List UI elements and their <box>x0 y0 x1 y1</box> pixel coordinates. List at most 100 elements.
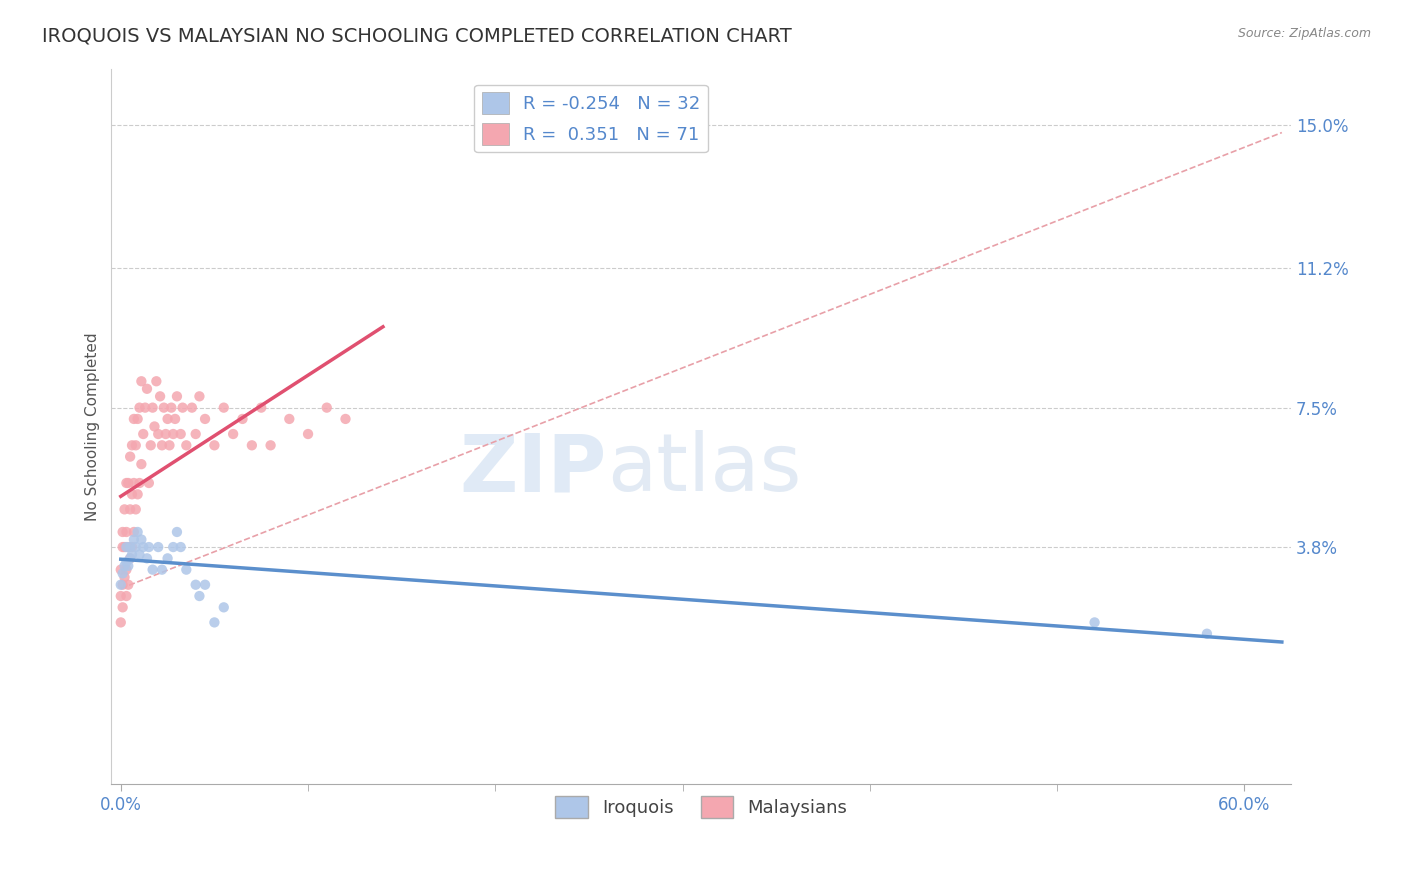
Point <box>148 540 170 554</box>
Point <box>110 578 132 592</box>
Point <box>122 533 145 547</box>
Point <box>159 438 181 452</box>
Point <box>212 600 235 615</box>
Point <box>166 389 188 403</box>
Point <box>110 563 132 577</box>
Point <box>111 524 134 539</box>
Point <box>115 475 138 490</box>
Point <box>131 457 153 471</box>
Point <box>115 540 138 554</box>
Point <box>127 487 149 501</box>
Point <box>170 427 193 442</box>
Point <box>138 475 160 490</box>
Point <box>115 524 138 539</box>
Point <box>110 589 132 603</box>
Point <box>134 401 156 415</box>
Point <box>231 412 253 426</box>
Point <box>120 551 142 566</box>
Point <box>114 558 136 573</box>
Point <box>145 374 167 388</box>
Point <box>125 502 148 516</box>
Text: IROQUOIS VS MALAYSIAN NO SCHOOLING COMPLETED CORRELATION CHART: IROQUOIS VS MALAYSIAN NO SCHOOLING COMPL… <box>42 27 792 45</box>
Point <box>121 540 143 554</box>
Point <box>143 419 166 434</box>
Point <box>156 551 179 566</box>
Point <box>212 401 235 415</box>
Legend: Iroquois, Malaysians: Iroquois, Malaysians <box>548 789 855 825</box>
Point <box>176 563 198 577</box>
Point <box>122 412 145 426</box>
Point <box>139 438 162 452</box>
Point <box>122 524 145 539</box>
Point <box>121 438 143 452</box>
Point <box>114 540 136 554</box>
Point <box>127 412 149 426</box>
Point <box>160 401 183 415</box>
Point <box>335 412 357 426</box>
Text: ZIP: ZIP <box>460 431 607 508</box>
Point <box>181 401 204 415</box>
Point <box>132 427 155 442</box>
Point <box>136 551 159 566</box>
Point <box>120 540 142 554</box>
Point <box>132 540 155 554</box>
Y-axis label: No Schooling Completed: No Schooling Completed <box>86 332 100 521</box>
Point <box>111 566 134 581</box>
Point <box>114 502 136 516</box>
Point <box>1084 615 1107 630</box>
Point <box>121 487 143 501</box>
Point <box>156 412 179 426</box>
Point <box>127 524 149 539</box>
Point <box>150 438 173 452</box>
Point <box>117 540 139 554</box>
Point <box>153 401 176 415</box>
Point <box>117 558 139 573</box>
Point <box>114 570 136 584</box>
Point <box>122 475 145 490</box>
Point <box>250 401 273 415</box>
Point <box>176 438 198 452</box>
Point <box>150 563 173 577</box>
Point <box>111 600 134 615</box>
Point <box>128 475 150 490</box>
Text: Source: ZipAtlas.com: Source: ZipAtlas.com <box>1237 27 1371 40</box>
Point <box>117 578 139 592</box>
Point <box>142 401 165 415</box>
Point <box>138 540 160 554</box>
Point <box>202 438 225 452</box>
Point <box>131 533 153 547</box>
Point <box>162 427 184 442</box>
Point <box>115 555 138 569</box>
Point <box>120 450 142 464</box>
Point <box>278 412 301 426</box>
Point <box>111 578 134 592</box>
Point <box>172 401 194 415</box>
Point <box>240 438 263 452</box>
Point <box>259 438 281 452</box>
Point <box>125 438 148 452</box>
Point <box>148 427 170 442</box>
Point <box>111 540 134 554</box>
Point <box>125 540 148 554</box>
Point <box>297 427 319 442</box>
Point <box>170 540 193 554</box>
Point <box>115 563 138 577</box>
Point <box>155 427 177 442</box>
Point <box>194 578 217 592</box>
Point <box>120 551 142 566</box>
Point <box>315 401 337 415</box>
Point <box>222 427 245 442</box>
Point <box>121 548 143 562</box>
Point <box>166 524 188 539</box>
Point <box>149 389 172 403</box>
Point <box>136 382 159 396</box>
Point <box>184 427 207 442</box>
Point <box>117 475 139 490</box>
Point <box>184 578 207 592</box>
Point <box>188 589 211 603</box>
Point <box>1195 626 1218 640</box>
Point <box>188 389 211 403</box>
Point <box>110 615 132 630</box>
Point <box>115 589 138 603</box>
Point <box>131 374 153 388</box>
